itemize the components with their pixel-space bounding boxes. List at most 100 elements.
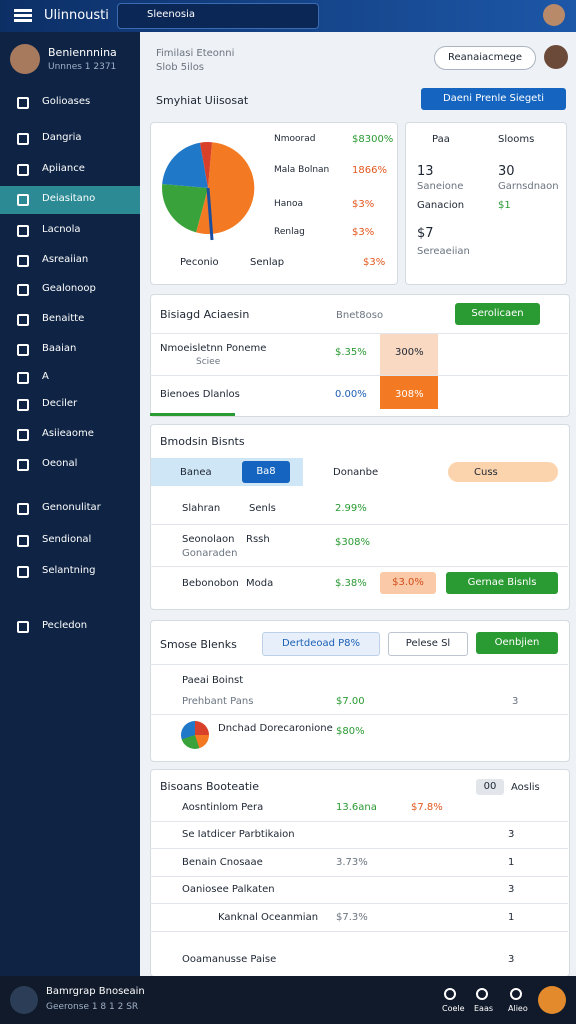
row-name: Oaniosee Palkaten (182, 884, 275, 895)
list-card (150, 769, 570, 977)
nav-item[interactable]: Benaitte (42, 313, 85, 324)
row-count: 3 (508, 829, 515, 840)
row-value: 3 (512, 696, 519, 707)
nav-icon (17, 314, 29, 326)
section-button[interactable]: Daeni Prenle Siegeti (421, 88, 566, 110)
row-name: Se Iatdicer Parbtikaion (182, 829, 295, 840)
tab[interactable]: Banea (180, 467, 212, 478)
nav-item[interactable]: Asiieaome (42, 428, 94, 439)
divider (150, 375, 568, 376)
search-text: Sleenosia (147, 9, 196, 20)
progress (150, 413, 235, 416)
action[interactable]: Aoslis (511, 782, 540, 793)
row-value: 1866% (352, 165, 387, 176)
nav-item[interactable]: A (42, 371, 49, 382)
footer-sub: Geeronse 1 8 1 2 SR (46, 1002, 139, 1012)
select[interactable]: Dertdeoad P8% (262, 632, 380, 656)
search-box[interactable] (117, 3, 319, 29)
avatar[interactable] (543, 4, 565, 26)
pie-chart (162, 142, 255, 241)
row-sub: Senls (249, 503, 276, 514)
brand: Ulinnousti (44, 8, 109, 23)
nav-icon (17, 459, 29, 471)
card-title: Bisoans Booteatie (160, 780, 259, 793)
row-label: Mala Bolnan (274, 165, 330, 175)
divider (150, 821, 568, 822)
divider (150, 931, 568, 932)
row-value: 308% (395, 389, 424, 400)
divider (150, 876, 568, 877)
nav-item[interactable]: Baaian (42, 343, 77, 354)
nav-icon (17, 399, 29, 411)
page-title: Fimilasi Eteonni (156, 48, 235, 59)
nav-item[interactable]: Dangria (42, 132, 82, 143)
nav-item[interactable]: Gealonoop (42, 283, 96, 294)
row-value: $308% (335, 537, 370, 548)
nav-icon (17, 284, 29, 296)
nav-item[interactable]: Selantning (42, 565, 96, 576)
nav-icon (17, 194, 29, 206)
nav-item[interactable]: Lacnola (42, 224, 81, 235)
nav-item[interactable]: Oeonal (42, 458, 78, 469)
divider (150, 333, 568, 334)
row-name: Benain Cnosaae (182, 857, 263, 868)
nav-icon (17, 164, 29, 176)
nav-item[interactable]: Pecledon (42, 620, 88, 631)
nav-item[interactable]: Genonulitar (42, 502, 101, 513)
stock-icon (181, 721, 209, 749)
row-value: 0.00% (335, 389, 367, 400)
card-title: Bmodsin Bisnts (160, 435, 245, 448)
row-value: 3.73% (336, 857, 368, 868)
row-value: 300% (395, 347, 424, 358)
nav-item[interactable]: Sendional (42, 534, 92, 545)
filter[interactable]: Bnet8oso (336, 310, 384, 321)
filter[interactable]: Pelese Sl (388, 632, 468, 656)
tab[interactable]: Ba8 (242, 461, 290, 483)
nav-item[interactable]: Deiasitano (42, 193, 96, 204)
row-button[interactable]: Gernae Bisnls (446, 572, 558, 594)
nav-item[interactable]: Deciler (42, 398, 78, 409)
row-value: $3% (352, 199, 375, 210)
row-value: 13.6ana (336, 802, 377, 813)
badge: 00 (476, 779, 504, 795)
footer-icon[interactable] (444, 988, 456, 1000)
stats-label: Garnsdnaon (498, 181, 559, 192)
row-value: $7.3% (336, 912, 368, 923)
row-name: Dnchad Dorecaronione (218, 723, 333, 734)
menu-icon[interactable] (14, 9, 32, 12)
nav-item[interactable]: Asreaiian (42, 254, 89, 265)
row-name: Aosntinlom Pera (182, 802, 264, 813)
active-item (0, 186, 140, 214)
nav-icon (17, 429, 29, 441)
card-button[interactable]: Oenbjien (476, 632, 558, 654)
divider (150, 848, 568, 849)
header-button[interactable]: Reanaiacmege (434, 46, 536, 70)
row-value: $7.8% (411, 802, 443, 813)
nav-icon (17, 133, 29, 145)
footer-avatar (10, 986, 38, 1014)
tab[interactable]: Donanbe (333, 467, 379, 478)
row-name: Slahran (182, 503, 221, 514)
row-count: 1 (508, 857, 515, 868)
row-label: Renlag (274, 227, 305, 237)
card-button[interactable]: Serolicaen (455, 303, 540, 325)
footer-icon[interactable] (476, 988, 488, 1000)
row-value: $8300% (352, 134, 394, 145)
row-value: $7.00 (336, 696, 365, 707)
tab[interactable]: Cuss (474, 467, 498, 478)
footer-avatar[interactable] (538, 986, 566, 1014)
nav-icon (17, 535, 29, 547)
legend-item: Senlap (250, 257, 285, 268)
nav-icon (17, 255, 29, 267)
row-sub: Sciee (196, 357, 221, 367)
stats-label: Saneione (417, 181, 464, 192)
nav-item[interactable]: Apiiance (42, 163, 85, 174)
row-name: Paeai Boinst (182, 675, 244, 686)
stats-extra: $1 (498, 200, 511, 211)
row-value: 2.99% (335, 503, 367, 514)
nav-icon (17, 97, 29, 109)
row-count: 1 (508, 912, 515, 923)
footer-icon[interactable] (510, 988, 522, 1000)
nav-item[interactable]: Golioases (42, 96, 91, 107)
